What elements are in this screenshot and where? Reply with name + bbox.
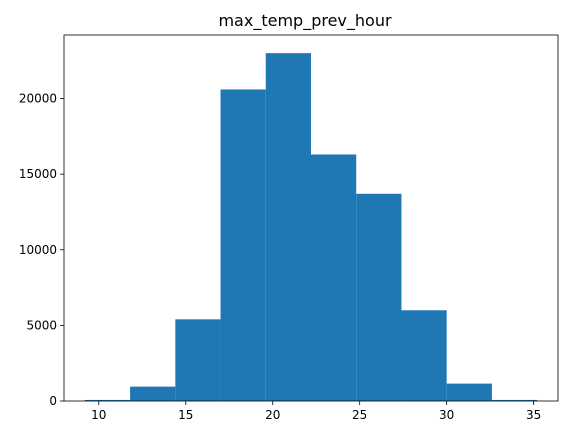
histogram-bar bbox=[220, 89, 266, 401]
axes-frame bbox=[63, 34, 559, 402]
histogram-bar bbox=[311, 154, 357, 401]
x-tick-label: 30 bbox=[439, 408, 454, 422]
histogram-bar bbox=[130, 386, 176, 401]
y-tick-label: 20000 bbox=[19, 92, 57, 106]
x-tick-label: 15 bbox=[178, 408, 193, 422]
y-tick-label: 5000 bbox=[26, 318, 57, 332]
histogram-bar bbox=[265, 53, 311, 402]
y-tick-label: 10000 bbox=[19, 243, 57, 257]
histogram-bar bbox=[356, 193, 402, 401]
y-tick-label: 15000 bbox=[19, 167, 57, 181]
x-tick-label: 25 bbox=[352, 408, 367, 422]
y-tick-label: 0 bbox=[49, 394, 57, 408]
bars-layer bbox=[84, 53, 538, 402]
x-tick-label: 20 bbox=[265, 408, 280, 422]
histogram-bar bbox=[84, 399, 131, 401]
histogram-bar bbox=[401, 310, 447, 401]
x-tick-label: 10 bbox=[91, 408, 106, 422]
histogram-bar bbox=[175, 319, 221, 401]
histogram-bar bbox=[491, 399, 538, 401]
histogram-bar bbox=[446, 383, 492, 401]
chart-title: max_temp_prev_hour bbox=[218, 11, 391, 31]
axes-layer: 10 15 20 25 30 35 0 5000 10000 15000 20000 bbox=[19, 34, 559, 422]
x-tick-label: 35 bbox=[526, 408, 541, 422]
